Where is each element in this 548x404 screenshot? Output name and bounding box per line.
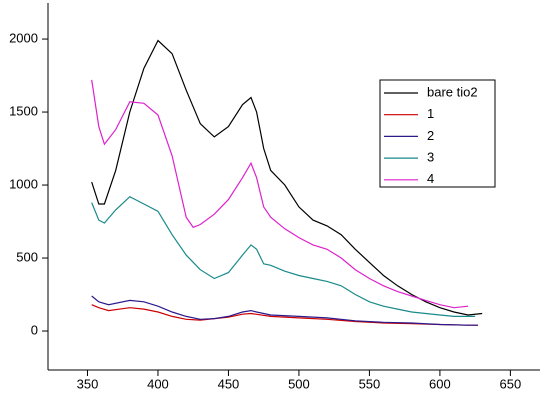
y-tick-label: 2000 xyxy=(9,30,38,45)
legend-label: bare tio2 xyxy=(427,84,478,99)
x-tick-label: 350 xyxy=(77,376,99,391)
legend-label: 2 xyxy=(427,128,434,143)
legend-label: 3 xyxy=(427,150,434,165)
y-tick-label: 0 xyxy=(31,322,38,337)
y-tick-label: 1000 xyxy=(9,176,38,191)
x-tick-label: 400 xyxy=(147,376,169,391)
legend-label: 4 xyxy=(427,171,434,186)
x-tick-label: 450 xyxy=(218,376,240,391)
x-tick-label: 550 xyxy=(359,376,381,391)
x-tick-label: 650 xyxy=(500,376,522,391)
line-series xyxy=(91,295,478,326)
line-series xyxy=(91,195,476,317)
line-series xyxy=(91,39,483,316)
x-tick-label: 600 xyxy=(429,376,451,391)
line-series xyxy=(91,304,478,326)
line-series xyxy=(91,79,469,309)
y-tick-label: 500 xyxy=(16,249,38,264)
legend-label: 1 xyxy=(427,106,434,121)
legend-box xyxy=(379,79,496,188)
y-tick-label: 1500 xyxy=(9,103,38,118)
x-tick-label: 500 xyxy=(288,376,310,391)
